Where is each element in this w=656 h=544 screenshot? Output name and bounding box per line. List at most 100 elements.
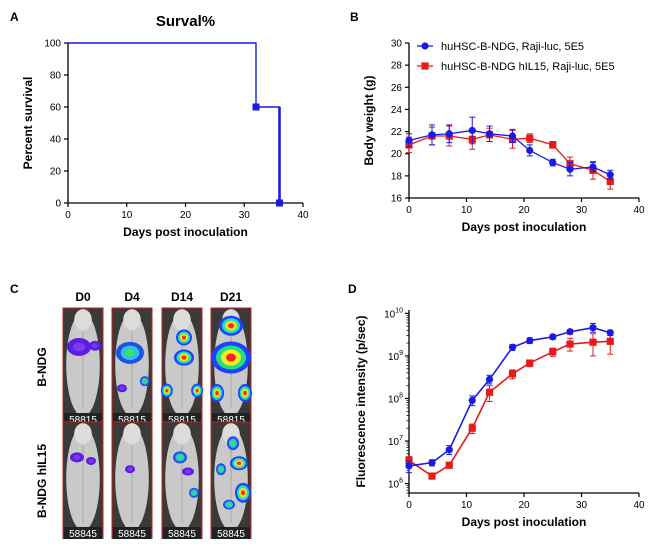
signal-blob <box>177 455 183 460</box>
data-point <box>606 337 614 345</box>
y-axis-label: Fluorescence intensity (p/sec) <box>354 315 368 487</box>
mouse-head <box>123 309 141 331</box>
x-tick-label: 30 <box>576 500 588 511</box>
x-tick-label: 30 <box>576 205 588 216</box>
mouse-id-label: 58845 <box>118 529 146 539</box>
mouse-head <box>173 423 191 445</box>
chart-d-fluorescence: 0 10 20 30 40 106 107 108 109 1010 Days post inocu… <box>354 307 645 529</box>
panel-letter-c: C <box>10 282 19 296</box>
x-tick-label: 0 <box>406 500 412 511</box>
panel-letter-a: A <box>10 10 19 24</box>
imaging-panel: D0 D4 D14 D21 B-NDG 58815 58815 58815 58815 B-NDG… <box>0 270 330 541</box>
data-point <box>428 472 436 480</box>
signal-blob <box>181 355 187 360</box>
y-tick-label: 20 <box>50 167 62 178</box>
data-point <box>606 329 614 337</box>
x-tick-label: 20 <box>518 205 530 216</box>
x-tick-label: 0 <box>406 205 412 216</box>
imaging-day-label: D14 <box>171 290 193 304</box>
signal-blob <box>92 343 98 349</box>
data-point <box>526 134 534 142</box>
signal-blob <box>219 467 223 472</box>
chart-b-body-weight: 0 10 20 30 40 16 18 20 22 24 26 28 30 Days post inocu… <box>362 39 645 235</box>
x-tick-label: 0 <box>65 210 71 221</box>
signal-blob <box>236 461 242 466</box>
y-axis-label: Body weight (g) <box>362 76 376 166</box>
imaging-row-label: B-NDG hIL15 <box>35 444 49 518</box>
mouse-id-label: 58815 <box>168 415 196 426</box>
y-tick-label: 18 <box>391 171 403 182</box>
x-tick-label: 10 <box>461 205 473 216</box>
data-point <box>606 177 614 185</box>
data-point <box>405 136 413 145</box>
id-label-bg <box>212 527 250 539</box>
data-point <box>549 158 557 167</box>
data-point <box>526 146 534 154</box>
survival-step-line <box>68 42 281 203</box>
data-point <box>445 446 453 454</box>
imaging-day-label: D21 <box>220 290 242 304</box>
y-tick-label: 16 <box>391 194 403 205</box>
y-tick-label: 28 <box>391 61 403 72</box>
data-point <box>405 456 413 465</box>
y-tick-label: 22 <box>391 127 403 138</box>
y-tick-label: 106 <box>388 478 403 491</box>
signal-blob <box>215 390 219 396</box>
x-tick-label: 10 <box>461 500 473 511</box>
x-tick-label: 10 <box>121 210 133 221</box>
signal-blob <box>88 458 94 463</box>
mouse-id-label: 58845 <box>69 529 97 539</box>
panel-letter-d: D <box>348 282 357 296</box>
signal-blob <box>73 342 85 352</box>
x-axis-label: Days post inoculation <box>462 515 587 529</box>
mouse-head <box>74 309 92 331</box>
signal-blob <box>231 440 235 446</box>
y-tick-label: 109 <box>388 350 403 363</box>
signal-blob <box>226 353 236 362</box>
mouse-id-label: 58845 <box>168 529 196 539</box>
data-point <box>428 459 436 467</box>
data-point <box>468 424 476 432</box>
y-tick-label: 108 <box>388 392 403 405</box>
data-point <box>405 462 413 470</box>
data-point <box>549 348 557 356</box>
y-tick-label: 26 <box>391 83 403 94</box>
x-tick-label: 30 <box>239 210 251 221</box>
legend-label: huHSC-B-NDG hIL15, Raji-luc, 5E5 <box>441 61 615 73</box>
signal-blob <box>192 491 196 495</box>
id-label-bg <box>113 527 151 539</box>
mouse-id-label: 58815 <box>217 415 245 426</box>
data-point <box>606 171 614 179</box>
data-point <box>526 336 534 345</box>
signal-blob <box>165 388 169 393</box>
y-tick-label: 60 <box>50 103 62 114</box>
mouse-head <box>123 423 141 445</box>
data-point <box>508 343 517 351</box>
id-label-bg <box>163 527 201 539</box>
x-tick-label: 40 <box>297 210 309 221</box>
y-tick-label: 24 <box>391 105 403 116</box>
signal-blob <box>241 490 245 496</box>
y-tick-label: 80 <box>50 71 62 82</box>
chart-a-survival: Surval% 0 10 20 30 40 0 20 40 60 80 100 Days post in… <box>21 13 309 239</box>
x-axis-label: Days post inoculation <box>123 225 248 239</box>
signal-blob <box>182 335 186 340</box>
signal-blob <box>243 390 247 396</box>
signal-blob <box>127 467 133 472</box>
data-point <box>485 388 494 396</box>
data-point <box>549 141 557 149</box>
signal-blob <box>228 323 234 329</box>
mouse-head <box>173 309 191 331</box>
panel-letter-b: B <box>350 10 359 24</box>
data-point <box>428 131 436 139</box>
x-tick-label: 40 <box>633 205 645 216</box>
x-tick-label: 40 <box>633 500 645 511</box>
legend-label: huHSC-B-NDG, Raji-luc, 5E5 <box>441 41 584 53</box>
y-tick-label: 20 <box>391 149 403 160</box>
imaging-row-label: B-NDG <box>35 347 49 386</box>
data-point <box>566 165 574 173</box>
mouse-id-label: 58815 <box>118 415 146 426</box>
data-point <box>508 370 517 378</box>
data-point <box>485 375 494 384</box>
y-tick-label: 100 <box>44 39 61 50</box>
